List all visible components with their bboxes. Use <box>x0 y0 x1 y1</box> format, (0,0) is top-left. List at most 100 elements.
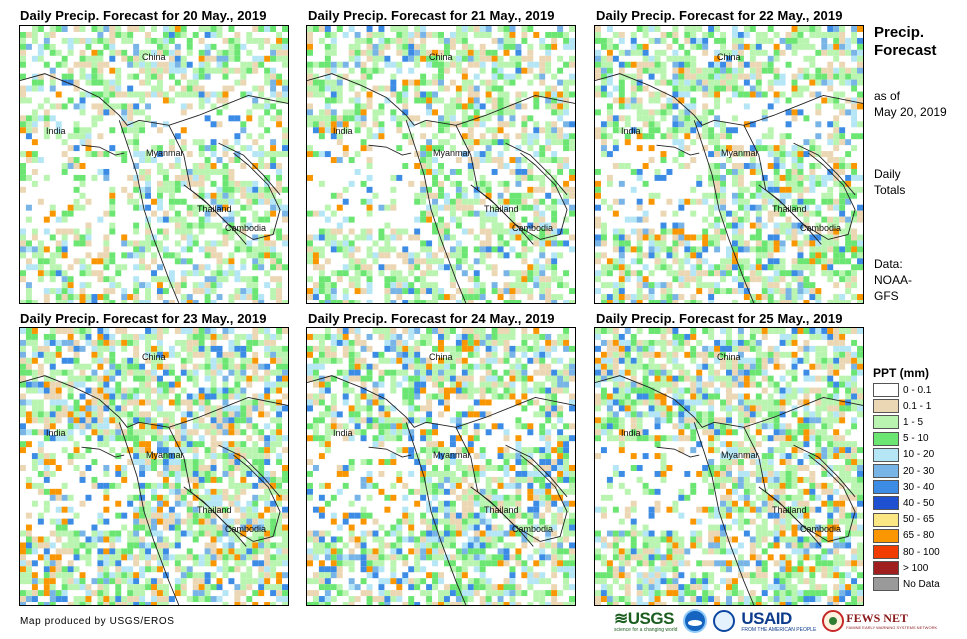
precip-cell <box>240 204 247 211</box>
precip-cell <box>61 288 68 295</box>
precip-cell <box>67 423 74 430</box>
precip-cell <box>270 186 277 193</box>
precip-cell <box>192 584 199 591</box>
precip-cell <box>282 405 288 412</box>
precip-cell <box>857 264 863 271</box>
precip-cell <box>258 578 265 585</box>
precip-cell <box>803 264 810 271</box>
precip-cell <box>25 411 32 418</box>
precip-cell <box>145 566 152 573</box>
precip-cell <box>186 204 193 211</box>
precip-cell <box>222 151 229 158</box>
precip-cell <box>815 26 822 32</box>
precip-cell <box>186 393 193 400</box>
precip-cell <box>198 26 205 32</box>
precip-cell <box>198 399 205 406</box>
precip-cell <box>312 85 319 92</box>
precip-cell <box>678 145 685 152</box>
precip-cell <box>527 174 534 181</box>
precip-cell <box>779 204 786 211</box>
precip-cell <box>342 294 349 301</box>
precip-cell <box>473 109 480 116</box>
precip-cell <box>714 204 721 211</box>
precip-cell <box>491 55 498 62</box>
precip-cell <box>624 115 631 122</box>
precip-cell <box>443 49 450 56</box>
precip-cell <box>612 115 619 122</box>
precip-cell <box>660 294 667 301</box>
precip-cell <box>216 186 223 193</box>
precip-cell <box>109 345 116 352</box>
precip-cell <box>204 26 211 32</box>
precip-cell <box>222 357 229 364</box>
precip-cell <box>839 258 846 265</box>
precip-cell <box>20 590 26 597</box>
precip-cell <box>731 264 738 271</box>
precip-cell <box>240 216 247 223</box>
precip-cell <box>252 210 259 217</box>
precip-cell <box>258 216 265 223</box>
precip-cell <box>145 393 152 400</box>
border-line <box>758 184 822 245</box>
precip-cell <box>767 163 774 169</box>
precip-cell <box>276 258 283 265</box>
precip-cell <box>282 345 288 352</box>
precip-cell <box>151 145 157 152</box>
precip-cell <box>49 210 56 217</box>
map-panel-24-may: China India Myanmar Thailand Cambodia <box>306 327 576 606</box>
precip-cell <box>103 381 110 388</box>
precip-cell <box>240 512 247 519</box>
precip-cell <box>330 228 337 235</box>
precip-cell <box>743 198 750 205</box>
precip-cell <box>115 79 122 86</box>
precip-cell <box>264 26 271 32</box>
precip-cell <box>737 67 744 74</box>
precip-cell <box>37 459 44 466</box>
precip-cell <box>85 554 92 561</box>
precip-cell <box>797 174 804 181</box>
precip-cell <box>402 246 409 253</box>
precip-cell <box>228 578 235 585</box>
precip-cell <box>91 375 98 382</box>
precip-cell <box>372 67 379 74</box>
precip-cell <box>151 357 157 364</box>
precip-cell <box>307 61 313 68</box>
precip-cell <box>515 252 522 259</box>
precip-cell <box>67 429 74 436</box>
precip-cell <box>666 300 673 303</box>
precip-cell <box>797 228 804 235</box>
precip-cell <box>222 333 229 340</box>
precip-cell <box>438 222 444 229</box>
precip-cell <box>648 121 655 128</box>
precip-cell <box>97 216 104 223</box>
precip-cell <box>133 453 140 460</box>
precip-cell <box>318 115 325 122</box>
precip-cell <box>857 91 863 98</box>
precip-cell <box>43 572 50 579</box>
precip-cell <box>186 85 193 92</box>
precip-cell <box>539 67 546 74</box>
precip-cell <box>636 282 643 289</box>
precip-cell <box>240 387 247 394</box>
precip-cell <box>109 339 116 346</box>
precip-cell <box>156 530 163 537</box>
precip-cell <box>773 73 780 80</box>
precip-cell <box>551 270 558 277</box>
precip-cell <box>258 494 265 501</box>
precip-cell <box>606 37 613 44</box>
precip-cell <box>264 79 271 86</box>
precip-cell <box>139 584 146 591</box>
precip-cell <box>539 127 546 134</box>
precip-cell <box>509 192 516 199</box>
precip-cell <box>636 270 643 277</box>
precip-cell <box>491 246 498 253</box>
precip-cell <box>210 488 217 495</box>
precip-cell <box>109 37 116 44</box>
precip-cell <box>43 333 50 340</box>
precip-cell <box>252 500 259 507</box>
precip-cell <box>827 258 834 265</box>
border-line <box>595 73 863 126</box>
precip-cell <box>174 49 181 56</box>
precip-cell <box>264 216 271 223</box>
precip-cell <box>67 43 74 50</box>
